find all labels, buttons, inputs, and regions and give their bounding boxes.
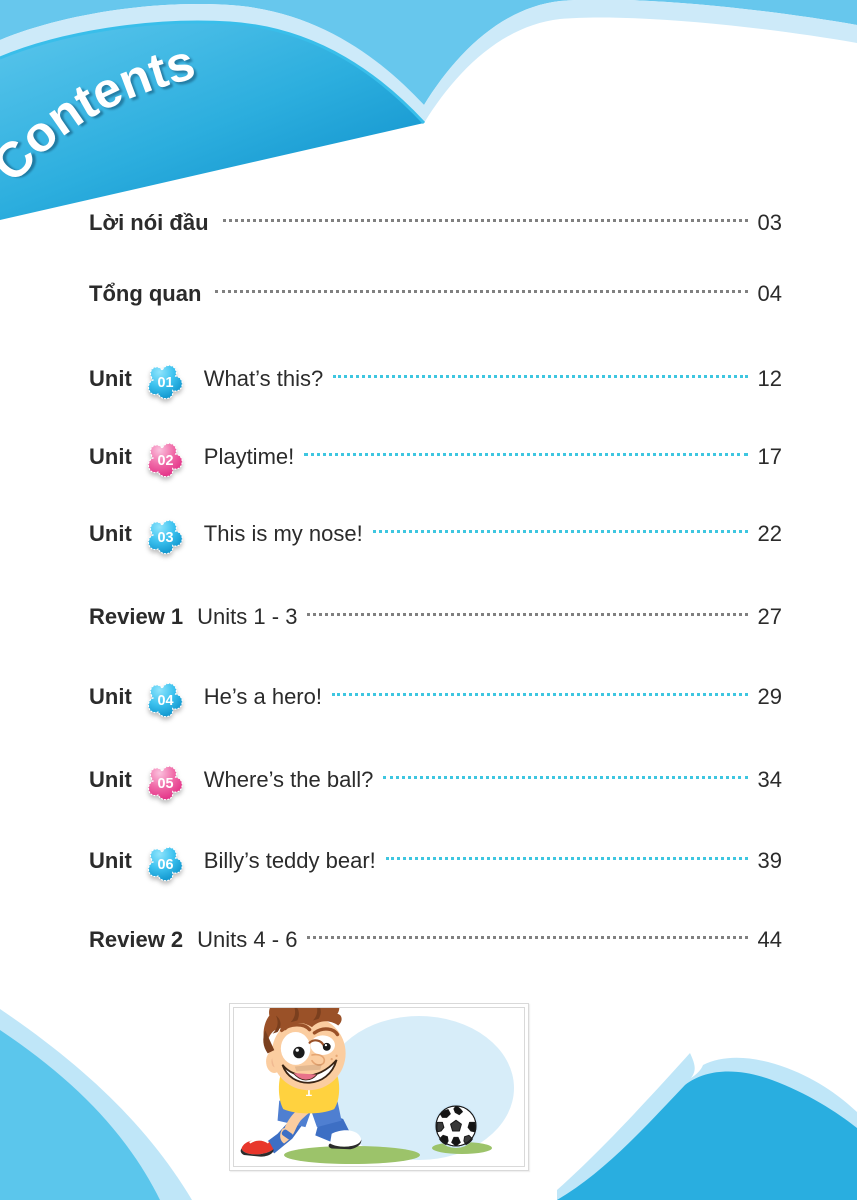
svg-text:05: 05: [157, 776, 173, 792]
svg-text:02: 02: [157, 453, 173, 469]
svg-text:04: 04: [157, 693, 173, 709]
svg-text:06: 06: [157, 857, 173, 873]
svg-text:01: 01: [157, 375, 173, 391]
svg-text:03: 03: [157, 530, 173, 546]
